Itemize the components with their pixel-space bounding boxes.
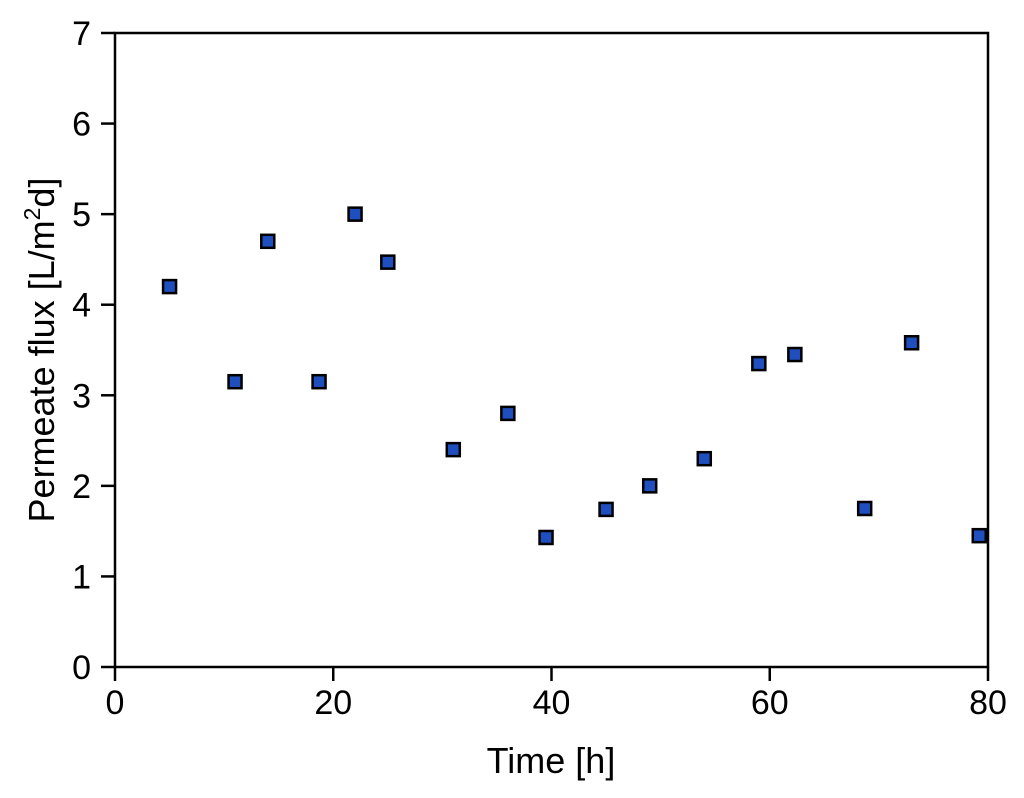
plot-frame xyxy=(113,31,990,669)
data-point xyxy=(311,373,327,390)
y-tick-label: 1 xyxy=(72,558,91,596)
y-tick-label: 2 xyxy=(72,468,91,506)
data-point xyxy=(227,373,243,390)
data-point xyxy=(500,405,516,422)
data-point xyxy=(903,335,920,351)
data-point xyxy=(787,346,803,363)
data-point xyxy=(161,278,178,295)
y-tick-label: 4 xyxy=(72,287,91,325)
x-tick-label: 60 xyxy=(751,684,789,722)
x-axis: 0 20 40 60 80 xyxy=(106,667,1007,722)
y-tick-label: 6 xyxy=(72,106,91,144)
data-point xyxy=(696,450,713,467)
y-axis-title-suffix: d] xyxy=(21,178,62,208)
data-point xyxy=(598,501,614,518)
y-axis: 0 1 2 3 4 5 6 7 xyxy=(72,15,115,687)
data-point xyxy=(260,233,276,250)
data-point xyxy=(538,529,554,546)
x-tick-label: 40 xyxy=(533,684,571,722)
x-tick-label: 80 xyxy=(969,684,1007,722)
data-point xyxy=(971,527,988,544)
y-axis-title-superscript: 2 xyxy=(19,208,45,221)
data-point xyxy=(751,355,767,372)
y-tick-label: 7 xyxy=(72,15,91,53)
x-axis-title: Time [h] xyxy=(487,740,616,781)
data-point xyxy=(445,441,462,458)
x-tick-label: 20 xyxy=(314,684,352,722)
data-points xyxy=(161,206,988,546)
y-tick-label: 5 xyxy=(72,196,91,234)
y-axis-title-prefix: Permeate flux [L/m xyxy=(21,220,62,522)
y-axis-title: Permeate flux [L/m2d] xyxy=(19,178,62,523)
x-tick-label: 0 xyxy=(106,684,125,722)
data-point xyxy=(856,500,873,517)
y-tick-label: 0 xyxy=(72,649,91,687)
data-point xyxy=(380,254,396,270)
y-tick-label: 3 xyxy=(72,377,91,415)
data-point xyxy=(347,206,363,222)
data-point xyxy=(641,478,658,494)
